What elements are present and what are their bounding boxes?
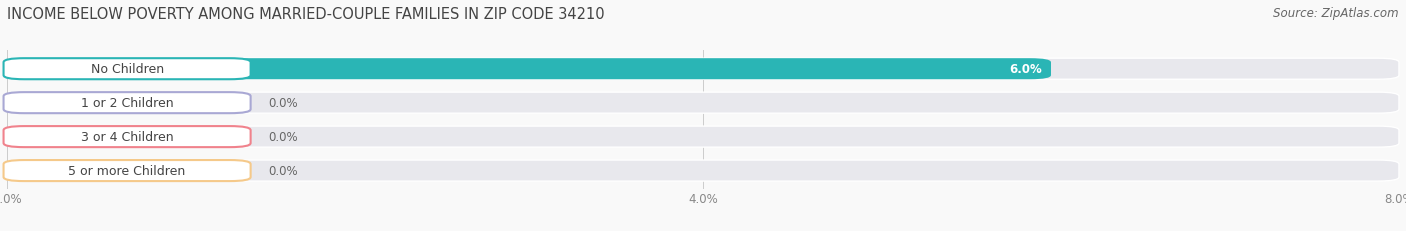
Text: 0.0%: 0.0%	[269, 97, 298, 110]
FancyBboxPatch shape	[7, 127, 1399, 148]
Text: 3 or 4 Children: 3 or 4 Children	[80, 131, 173, 143]
FancyBboxPatch shape	[4, 127, 250, 148]
FancyBboxPatch shape	[4, 160, 250, 181]
Text: 0.0%: 0.0%	[269, 164, 298, 177]
Text: Source: ZipAtlas.com: Source: ZipAtlas.com	[1274, 7, 1399, 20]
FancyBboxPatch shape	[7, 93, 1399, 114]
Text: 1 or 2 Children: 1 or 2 Children	[80, 97, 173, 110]
FancyBboxPatch shape	[4, 93, 250, 114]
Text: INCOME BELOW POVERTY AMONG MARRIED-COUPLE FAMILIES IN ZIP CODE 34210: INCOME BELOW POVERTY AMONG MARRIED-COUPL…	[7, 7, 605, 22]
Text: 6.0%: 6.0%	[1010, 63, 1042, 76]
Text: 0.0%: 0.0%	[269, 131, 298, 143]
FancyBboxPatch shape	[7, 59, 1399, 80]
FancyBboxPatch shape	[4, 59, 250, 80]
FancyBboxPatch shape	[7, 59, 1050, 80]
Text: 5 or more Children: 5 or more Children	[69, 164, 186, 177]
Text: No Children: No Children	[90, 63, 163, 76]
FancyBboxPatch shape	[7, 160, 1399, 181]
